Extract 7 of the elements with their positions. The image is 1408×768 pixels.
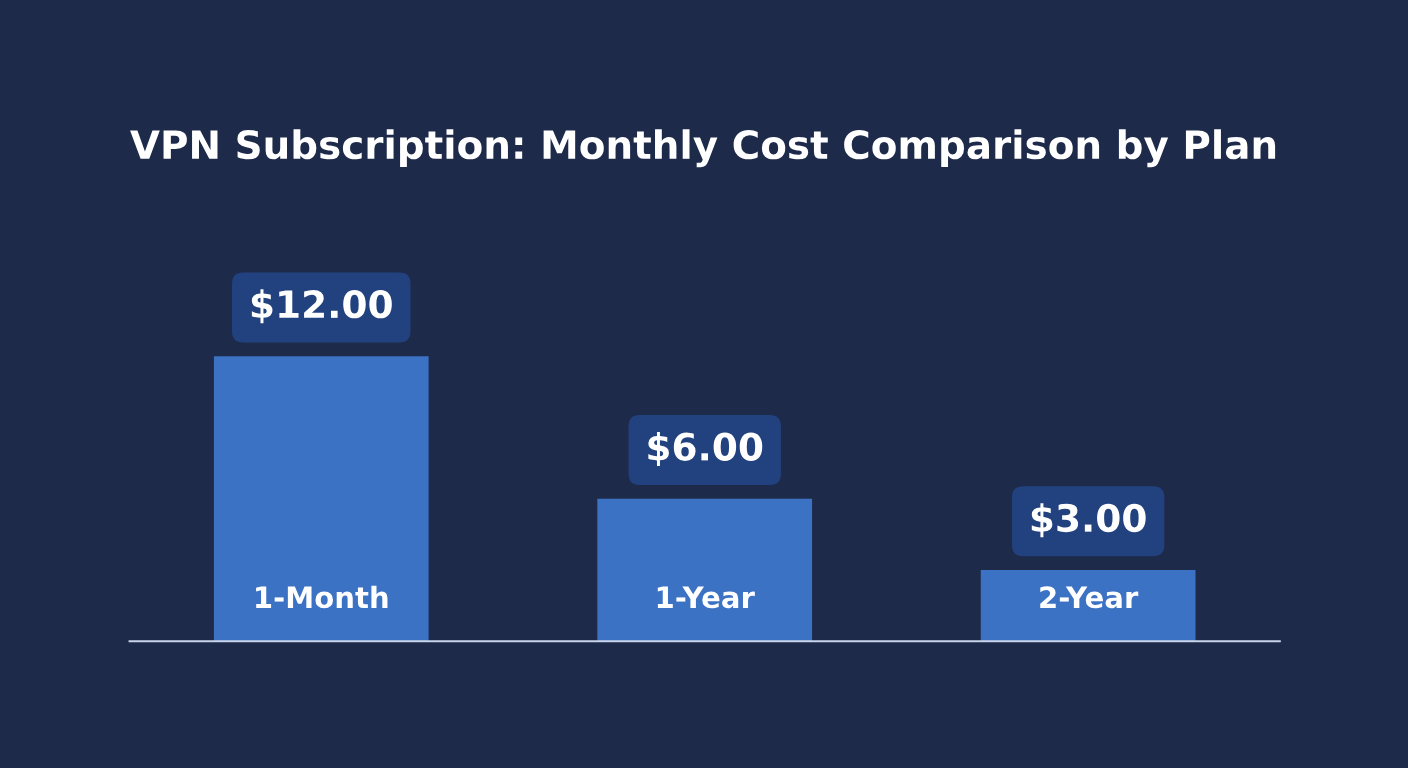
data-label: $6.00 — [648, 431, 763, 466]
x-tick-label: 1-Month — [256, 585, 388, 609]
chart-title: VPN Subscription: Monthly Cost Comparison by Plan — [130, 129, 1276, 168]
data-label: $12.00 — [251, 289, 392, 324]
x-tick-label: 1-Year — [657, 586, 755, 609]
x-tick-label: 2-Year — [1040, 586, 1139, 609]
data-label: $3.00 — [1031, 503, 1146, 538]
